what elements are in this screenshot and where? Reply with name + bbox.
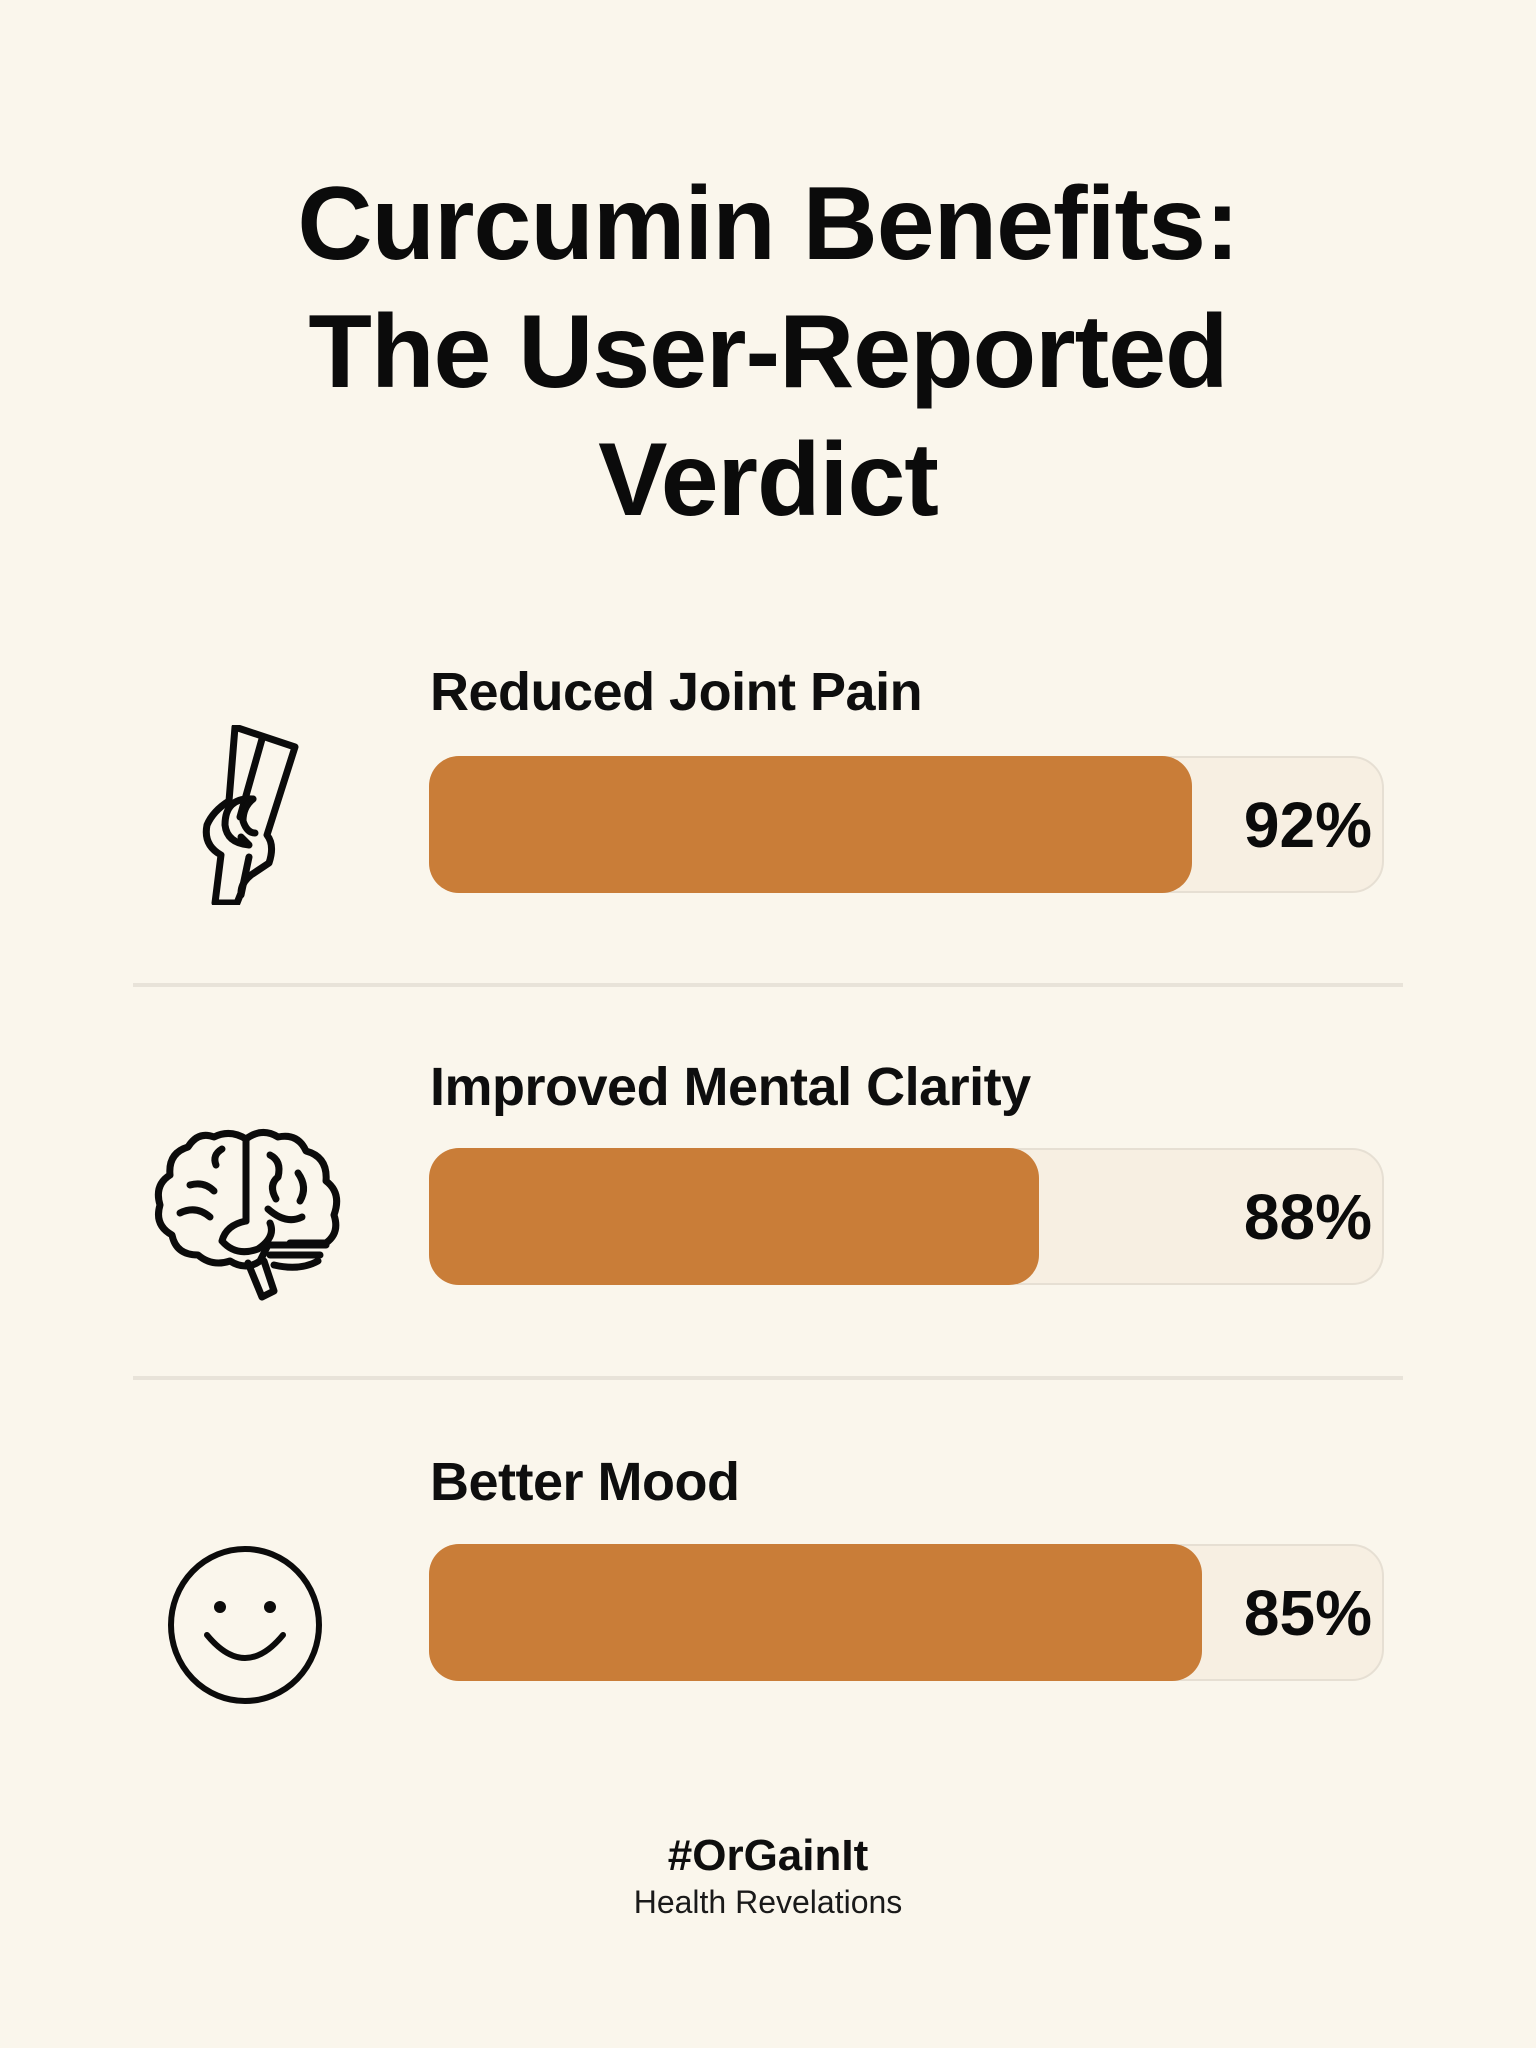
progress-fill — [429, 1544, 1202, 1681]
progress-track: 88% — [429, 1148, 1384, 1285]
footer-hashtag: #OrGainIt — [667, 1831, 869, 1880]
title-line-2: The User-Reported — [308, 294, 1228, 410]
footer: #OrGainIt Health Revelations — [0, 1830, 1536, 1922]
benefit-label: Reduced Joint Pain — [430, 662, 923, 722]
title-line-3: Verdict — [598, 422, 939, 538]
percentage-value: 92% — [1243, 788, 1372, 861]
smiley-face-icon — [165, 1545, 325, 1705]
brain-icon — [140, 1115, 360, 1315]
benefit-row-better-mood: Better Mood 85% — [0, 1450, 1536, 1750]
divider — [133, 983, 1403, 987]
title-line-1: Curcumin Benefits: — [297, 166, 1239, 282]
footer-subtitle: Health Revelations — [633, 1884, 903, 1920]
percentage-value: 85% — [1243, 1576, 1372, 1649]
progress-track: 85% — [429, 1544, 1384, 1681]
benefit-row-mental-clarity: Improved Mental Clarity 88% — [0, 1055, 1536, 1355]
page-title: Curcumin Benefits: The User-Reported Ver… — [0, 160, 1536, 544]
percentage-value: 88% — [1243, 1180, 1372, 1253]
benefit-label: Improved Mental Clarity — [430, 1057, 1031, 1117]
progress-fill — [429, 1148, 1039, 1285]
progress-track: 92% — [429, 756, 1384, 893]
benefit-row-joint-pain: Reduced Joint Pain 92% — [0, 660, 1536, 960]
divider — [133, 1376, 1403, 1380]
progress-fill — [429, 756, 1192, 893]
knee-joint-icon — [180, 720, 320, 910]
benefit-label: Better Mood — [430, 1452, 740, 1512]
